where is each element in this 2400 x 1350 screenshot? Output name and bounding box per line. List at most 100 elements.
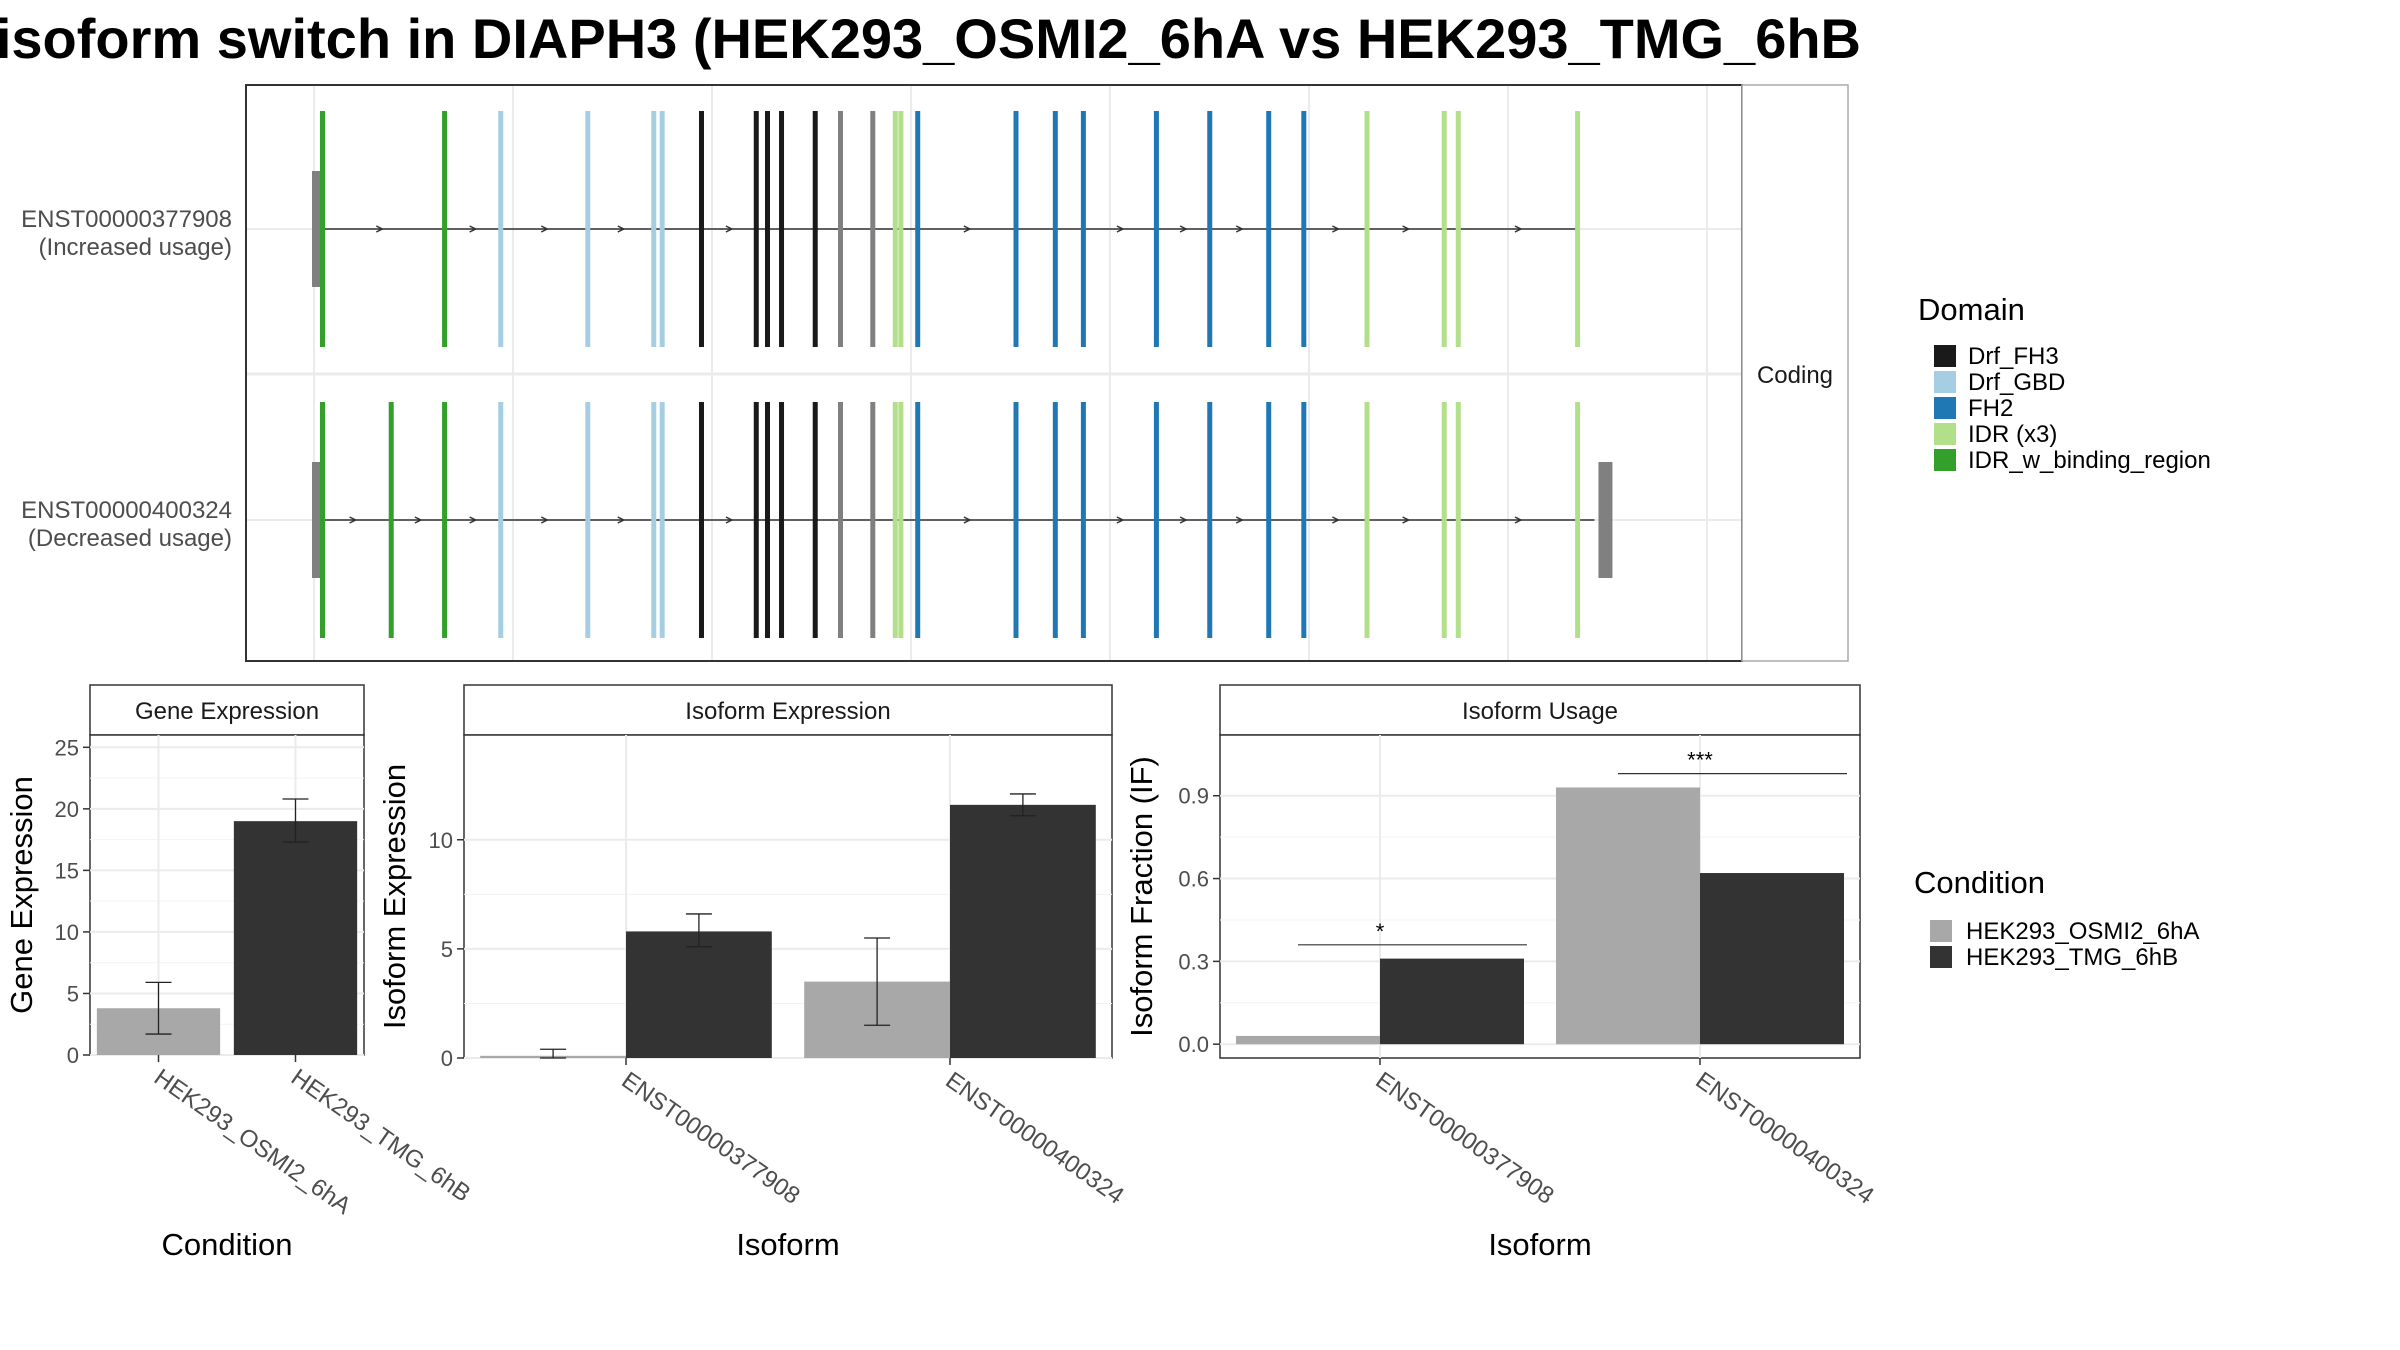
condition-label-1: HEK293_TMG_6hB [1966,944,2178,971]
exon-11 [812,402,818,638]
transcript-usage-label: (Increased usage) [39,234,232,261]
y-axis-title: Isoform Expression [377,764,412,1029]
exon-5 [651,402,657,638]
exon-24 [1441,111,1447,347]
y-axis-title: Isoform Fraction (IF) [1124,756,1159,1037]
bar-0-1 [1380,958,1524,1045]
exon-3 [585,111,591,347]
strand-arrow [725,516,734,524]
exon-15 [898,402,904,638]
strip-box [1219,684,1861,736]
strand-arrow [349,516,358,524]
strand-arrow [540,516,549,524]
y-tick-label-0: 0.0 [1178,1032,1209,1057]
exon-24 [1364,402,1370,638]
bar-1-1 [950,804,1096,1058]
exon-8 [764,111,770,347]
x-axis-title: Condition [162,1227,293,1262]
exon-4 [585,402,591,638]
legend-swatch-3 [1934,423,1956,445]
strand-arrow [1235,516,1244,524]
x-axis-title: Isoform [1488,1227,1591,1262]
x-tick-label-1: ENST00000400324 [941,1067,1129,1210]
exon-6 [699,111,705,347]
strip-box [89,684,365,736]
significance-label-0: * [1376,919,1385,944]
isoform-expression-panel: Isoform Expression 0 5 10 ENST00000377908 ENS… [377,684,1129,1262]
significance-label-1: *** [1687,748,1713,773]
exon-23 [1364,111,1370,347]
exon-19 [1080,402,1086,638]
strand-arrow [1514,225,1523,233]
strand-arrow [1402,225,1411,233]
strand-arrow [963,516,972,524]
exon-22 [1301,111,1307,347]
exon-10 [779,402,785,638]
exon-16 [915,402,921,638]
exon-6 [659,402,665,638]
transcript-usage-label: (Decreased usage) [28,525,232,552]
utr-block [312,171,322,287]
legend-label-4: IDR_w_binding_region [1968,447,2211,474]
legend-swatch-1 [1934,371,1956,393]
x-tick-label-1: ENST00000400324 [1691,1067,1879,1210]
exon-21 [1207,402,1213,638]
x-axis-title: Isoform [736,1227,839,1262]
y-tick-label-2: 10 [55,920,79,945]
y-tick-label-3: 15 [55,858,79,883]
transcript-panel: ENST00000377908(Increased usage) ENST0000… [21,84,1849,662]
x-tick-label-0: ENST00000377908 [1371,1067,1559,1210]
legend-swatch-0 [1934,345,1956,367]
strip-coding-box [1741,84,1849,662]
legend-label-3: IDR (x3) [1968,421,2057,448]
exon-12 [870,111,876,347]
exon-2 [442,402,448,638]
strand-arrow [1116,516,1125,524]
y-tick-label-0: 0 [441,1046,453,1071]
bar-0-1 [626,931,772,1058]
strand-arrow [1332,225,1341,233]
exon-23 [1301,402,1307,638]
y-tick-label-1: 5 [67,981,79,1006]
exon-17 [1013,402,1019,638]
exon-21 [1266,111,1272,347]
condition-swatch-0 [1930,920,1952,942]
exon-10 [812,111,818,347]
strand-arrow [540,225,549,233]
strand-arrow [1514,516,1523,524]
exon-13 [870,402,876,638]
exon-16 [1013,111,1019,347]
exon-18 [1080,111,1086,347]
panel-title: Isoform Usage [1462,698,1618,725]
exon-14 [892,402,898,638]
exon-11 [838,111,843,347]
transcript-ENST00000400324 [312,402,1613,638]
exon-1 [388,402,394,638]
bar-1-0 [233,821,358,1055]
strand-arrow [1116,225,1125,233]
transcript-id-label: ENST00000400324 [21,497,232,524]
bar-0-0 [1236,1035,1380,1045]
condition-legend-title: Condition [1914,865,2045,900]
legend-swatch-2 [1934,397,1956,419]
exon-25 [1455,111,1461,347]
exon-4 [651,111,657,347]
condition-swatch-1 [1930,946,1952,968]
strand-arrow [1179,516,1188,524]
y-tick-label-4: 20 [55,797,79,822]
exon-9 [779,111,785,347]
strand-arrow [414,516,423,524]
exon-17 [1052,111,1058,347]
exon-2 [498,111,504,347]
strand-arrow [1235,225,1244,233]
transcript-id-label: ENST00000377908 [21,206,232,233]
isoform-usage-panel: Isoform Usage 0.0 0.3 0.6 0.9 * ENST0000037790… [1124,684,1879,1262]
strand-arrow [1332,516,1341,524]
exon-18 [1052,402,1058,638]
exon-7 [753,111,759,347]
exon-5 [659,111,665,347]
exon-13 [892,111,898,347]
exon-20 [1207,111,1213,347]
